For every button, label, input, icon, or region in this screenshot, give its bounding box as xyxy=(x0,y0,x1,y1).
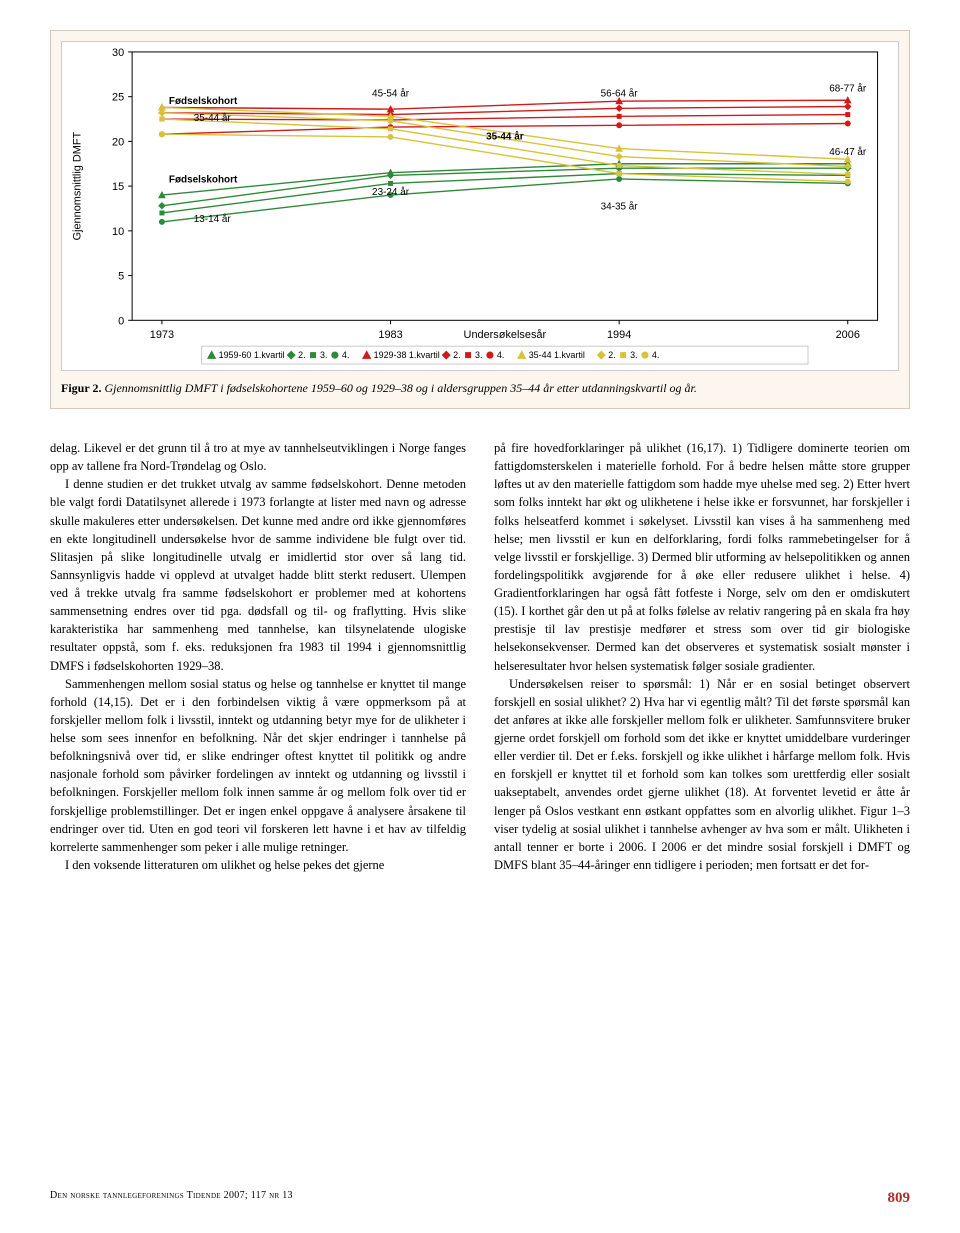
chart-area: 0 5 10 15 20 25 30 Gjennomsnittlig DMFT 1973 1983… xyxy=(61,41,899,371)
body-paragraph: I denne studien er det trukket utvalg av… xyxy=(50,475,466,674)
svg-text:3.: 3. xyxy=(320,350,327,360)
body-columns: delag. Likevel er det grunn til å tro at… xyxy=(50,439,910,874)
caption-label: Figur 2. xyxy=(61,381,101,395)
svg-text:1994: 1994 xyxy=(607,329,631,341)
svg-text:15: 15 xyxy=(112,181,124,193)
figure-container: 0 5 10 15 20 25 30 Gjennomsnittlig DMFT 1973 1983… xyxy=(50,30,910,409)
svg-text:4.: 4. xyxy=(497,350,504,360)
caption-text: Gjennomsnittlig DMFT i fødselskohortene … xyxy=(104,381,696,395)
svg-text:2.: 2. xyxy=(453,350,460,360)
svg-text:35-44 år: 35-44 år xyxy=(194,113,232,124)
right-column: på fire hovedforklaringer på ulikhet (16… xyxy=(494,439,910,874)
svg-text:4.: 4. xyxy=(652,350,659,360)
svg-text:Undersøkelsesår: Undersøkelsesår xyxy=(464,329,547,341)
svg-text:1983: 1983 xyxy=(378,329,402,341)
svg-text:4.: 4. xyxy=(342,350,349,360)
svg-text:5: 5 xyxy=(118,271,124,283)
svg-text:Fødselskohort: Fødselskohort xyxy=(169,175,238,186)
svg-text:3.: 3. xyxy=(475,350,482,360)
svg-text:56-64 år: 56-64 år xyxy=(601,89,639,100)
svg-text:20: 20 xyxy=(112,136,124,148)
svg-text:25: 25 xyxy=(112,92,124,104)
body-paragraph: delag. Likevel er det grunn til å tro at… xyxy=(50,439,466,475)
svg-text:2006: 2006 xyxy=(836,329,860,341)
svg-text:Fødselskohort: Fødselskohort xyxy=(169,96,238,107)
svg-text:45-54 år: 45-54 år xyxy=(372,89,410,100)
body-paragraph: I den voksende litteraturen om ulikhet o… xyxy=(50,856,466,874)
svg-text:46-47 år: 46-47 år xyxy=(829,147,867,158)
svg-text:3.: 3. xyxy=(630,350,637,360)
body-paragraph: Undersøkelsen reiser to spørsmål: 1) Når… xyxy=(494,675,910,874)
svg-text:13-14 år: 13-14 år xyxy=(194,214,232,225)
left-column: delag. Likevel er det grunn til å tro at… xyxy=(50,439,466,874)
svg-text:10: 10 xyxy=(112,226,124,238)
page-footer: Den norske tannlegeforenings Tidende 200… xyxy=(50,1190,910,1207)
svg-text:30: 30 xyxy=(112,47,124,59)
svg-text:0: 0 xyxy=(118,315,124,327)
svg-text:1959-60 1.kvartil: 1959-60 1.kvartil xyxy=(219,350,285,360)
body-paragraph: Sammenhengen mellom sosial status og hel… xyxy=(50,675,466,856)
page-number: 809 xyxy=(888,1190,911,1207)
svg-text:2.: 2. xyxy=(608,350,615,360)
journal-ref: Den norske tannlegeforenings Tidende 200… xyxy=(50,1190,293,1207)
svg-text:23-24 år: 23-24 år xyxy=(372,187,410,198)
svg-text:35-44 år: 35-44 år xyxy=(486,132,524,143)
figure-caption: Figur 2. Gjennomsnittlig DMFT i fødselsk… xyxy=(61,381,899,396)
body-paragraph: på fire hovedforklaringer på ulikhet (16… xyxy=(494,439,910,675)
svg-text:2.: 2. xyxy=(298,350,305,360)
svg-text:68-77 år: 68-77 år xyxy=(829,83,867,94)
svg-text:1929-38 1.kvartil: 1929-38 1.kvartil xyxy=(374,350,440,360)
svg-text:35-44 1.kvartil: 35-44 1.kvartil xyxy=(529,350,585,360)
line-chart: 0 5 10 15 20 25 30 Gjennomsnittlig DMFT 1973 1983… xyxy=(62,42,898,370)
svg-text:Gjennomsnittlig DMFT: Gjennomsnittlig DMFT xyxy=(71,131,83,240)
svg-text:34-35 år: 34-35 år xyxy=(601,201,639,212)
svg-text:1973: 1973 xyxy=(150,329,174,341)
